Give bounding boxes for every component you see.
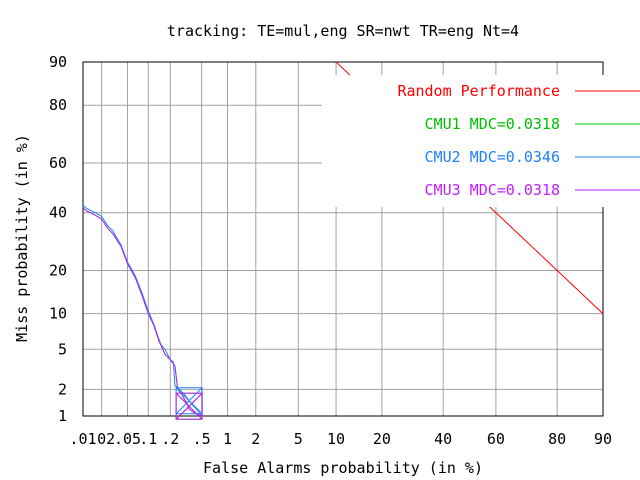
mdc-marker-cross-b-2 (175, 387, 203, 415)
legend-label-1: Random Performance (397, 82, 560, 100)
x-tick-label: .1 (139, 430, 157, 448)
x-tick-label: .02 (88, 430, 115, 448)
x-axis-label: False Alarms probability (in %) (203, 459, 483, 477)
mdc-marker-3 (175, 392, 203, 420)
x-tick-label: .2 (161, 430, 179, 448)
x-tick-label: .01 (69, 430, 96, 448)
mdc-marker-cross-b-3 (175, 392, 203, 420)
x-tick-label: 1 (223, 430, 232, 448)
series-line-2 (82, 207, 202, 417)
x-tick-label: 2 (251, 430, 260, 448)
chart-title: tracking: TE=mul,eng SR=nwt TR=eng Nt=4 (167, 22, 519, 40)
y-tick-label: 5 (58, 340, 67, 358)
x-tick-label: 60 (487, 430, 505, 448)
legend: Random Performance CMU1 MDC=0.0318 CMU2 MD… (322, 75, 640, 207)
y-tick-label: 1 (58, 407, 67, 425)
x-tick-label: .5 (193, 430, 211, 448)
legend-label-4: CMU3 MDC=0.0318 (425, 181, 560, 199)
legend-label-2: CMU1 MDC=0.0318 (425, 115, 560, 133)
y-tick-label: 40 (49, 204, 67, 222)
legend-background (322, 75, 640, 207)
y-tick-label: 60 (49, 154, 67, 172)
x-tick-label: 20 (373, 430, 391, 448)
x-tick-label: .05 (114, 430, 141, 448)
x-tick-label: 40 (434, 430, 452, 448)
x-tick-label: 10 (327, 430, 345, 448)
y-tick-label: 10 (49, 305, 67, 323)
axis-ticks: .01.02.05.1.2 .5 1 2 5 10 20 40 60 80 90 1 2 5 10 20 40 6… (49, 53, 612, 448)
series-line-4 (82, 207, 202, 417)
x-tick-label: 90 (594, 430, 612, 448)
y-tick-label: 20 (49, 261, 67, 279)
y-axis-label: Miss probability (in %) (13, 134, 31, 342)
x-tick-label: 80 (548, 430, 566, 448)
x-tick-label: 5 (294, 430, 303, 448)
y-tick-label: 2 (58, 380, 67, 398)
y-tick-label: 80 (49, 96, 67, 114)
legend-label-3: CMU2 MDC=0.0346 (425, 148, 560, 166)
y-tick-label: 90 (49, 53, 67, 71)
plot-frame (82, 61, 604, 417)
series-line-3 (82, 204, 203, 417)
